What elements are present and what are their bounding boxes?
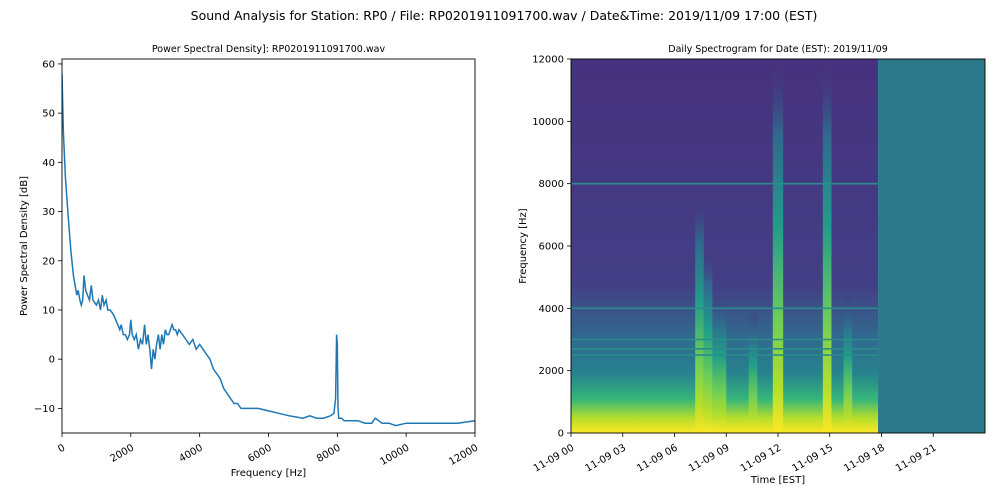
spectrogram-x-tick-label: 11-09 15 bbox=[791, 443, 835, 475]
psd-ylabel: Power Spectral Density [dB] bbox=[19, 176, 30, 316]
spectrogram-x-tick-label: 11-09 18 bbox=[842, 443, 886, 475]
spectrogram-y-tick-label: 12000 bbox=[532, 55, 564, 66]
psd-x-tick-label: 8000 bbox=[315, 443, 343, 465]
spectrogram-event-band bbox=[822, 59, 832, 433]
psd-xlabel: Frequency [Hz] bbox=[231, 468, 307, 479]
psd-y-tick-label: 20 bbox=[42, 256, 55, 267]
spectrogram-event-band bbox=[712, 292, 727, 433]
psd-y-tick-label: 60 bbox=[42, 59, 55, 70]
psd-x-tick-label: 12000 bbox=[447, 443, 480, 468]
psd-x-tick-label: 0 bbox=[56, 443, 67, 456]
psd-chart: Power Spectral Density]: RP0201911091700… bbox=[19, 44, 480, 479]
psd-line bbox=[62, 73, 475, 427]
spectrogram-event-band bbox=[695, 193, 704, 433]
spectrogram-y-ticks: 0 2000 4000 6000 8000 10000 12000 bbox=[532, 55, 571, 440]
spectrogram-image bbox=[571, 59, 985, 433]
spectrogram-xlabel: Time [EST] bbox=[750, 475, 805, 486]
psd-title: Power Spectral Density]: RP0201911091700… bbox=[152, 44, 386, 55]
psd-x-tick-label: 10000 bbox=[378, 443, 411, 468]
spectrogram-y-tick-label: 8000 bbox=[539, 179, 564, 190]
spectrogram-y-tick-label: 10000 bbox=[532, 117, 564, 128]
spectrogram-chart: Daily Spectrogram for Date (EST): 2019/1… bbox=[518, 44, 986, 486]
spectrogram-x-tick-label: 11-09 06 bbox=[635, 443, 679, 475]
spectrogram-title: Daily Spectrogram for Date (EST): 2019/1… bbox=[668, 44, 887, 55]
spectrogram-y-tick-label: 0 bbox=[558, 429, 564, 440]
spectrogram-no-data-region bbox=[878, 59, 985, 433]
spectrogram-x-tick-label: 11-09 21 bbox=[894, 443, 938, 475]
psd-x-tick-label: 6000 bbox=[246, 443, 274, 465]
psd-y-tick-label: −10 bbox=[34, 404, 55, 415]
psd-y-tick-label: 50 bbox=[42, 109, 55, 120]
spectrogram-x-ticks: 11-09 00 11-09 03 11-09 06 11-09 09 11-09 12… bbox=[532, 433, 939, 475]
spectrogram-x-tick-label: 11-09 03 bbox=[584, 443, 628, 475]
spectrogram-x-tick-label: 11-09 00 bbox=[532, 443, 576, 475]
spectrogram-x-tick-label: 11-09 12 bbox=[739, 443, 783, 475]
psd-y-tick-label: 30 bbox=[42, 207, 55, 218]
spectrogram-y-tick-label: 6000 bbox=[539, 242, 564, 253]
spectrogram-event-band bbox=[843, 292, 853, 433]
psd-x-tick-label: 4000 bbox=[177, 443, 205, 465]
psd-y-tick-label: 10 bbox=[42, 305, 55, 316]
spectrogram-event-band bbox=[748, 308, 758, 433]
psd-x-ticks: 0 2000 4000 6000 8000 10000 12000 bbox=[56, 433, 480, 468]
psd-y-ticks: −10 0 10 20 30 40 50 60 bbox=[34, 59, 62, 415]
spectrogram-y-tick-label: 2000 bbox=[539, 366, 564, 377]
spectrogram-x-tick-label: 11-09 09 bbox=[687, 443, 731, 475]
psd-x-tick-label: 2000 bbox=[109, 443, 137, 465]
psd-plot-area bbox=[62, 59, 475, 433]
figure-suptitle: Sound Analysis for Station: RP0 / File: … bbox=[190, 8, 818, 23]
spectrogram-ylabel: Frequency [Hz] bbox=[518, 208, 529, 284]
spectrogram-event-band bbox=[772, 59, 784, 433]
spectrogram-y-tick-label: 4000 bbox=[539, 304, 564, 315]
psd-y-tick-label: 40 bbox=[42, 158, 55, 169]
psd-y-tick-label: 0 bbox=[49, 355, 55, 366]
